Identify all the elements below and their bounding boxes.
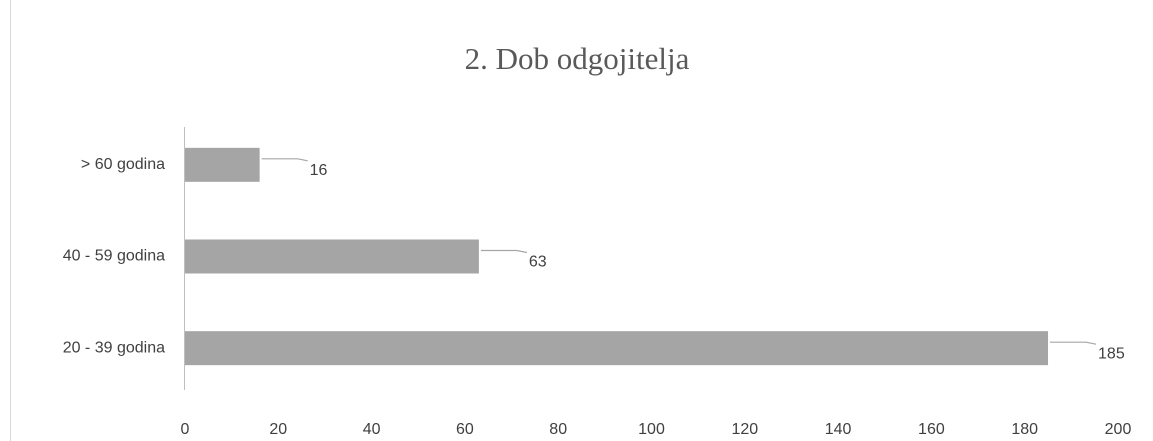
leader-line	[480, 249, 528, 254]
chart-title: 2. Dob odgojitelja	[465, 41, 690, 76]
y-tick-label: 40 - 59 godina	[63, 248, 165, 265]
bar	[185, 239, 479, 274]
data-label: 63	[529, 254, 547, 271]
x-tick-label: 100	[638, 421, 665, 438]
x-tick-label: 140	[825, 421, 852, 438]
x-tick-label: 180	[1011, 421, 1038, 438]
x-tick-label: 60	[456, 421, 474, 438]
leader-line	[1050, 341, 1097, 345]
bar	[185, 331, 1049, 366]
x-tick-label: 200	[1105, 421, 1132, 438]
y-tick-label: 20 - 39 godina	[63, 339, 165, 356]
leader-line	[261, 158, 308, 162]
data-label: 185	[1098, 345, 1125, 362]
x-tick-label: 0	[181, 421, 190, 438]
x-tick-label: 120	[731, 421, 758, 438]
y-tick-label: > 60 godina	[81, 156, 165, 173]
x-tick-label: 40	[363, 421, 381, 438]
x-tick-label: 80	[549, 421, 567, 438]
x-tick-label: 20	[269, 421, 287, 438]
data-label: 16	[310, 162, 328, 179]
bar	[185, 147, 260, 182]
x-tick-label: 160	[918, 421, 945, 438]
